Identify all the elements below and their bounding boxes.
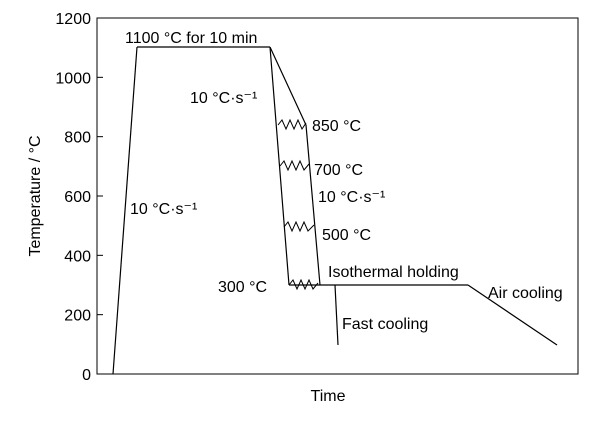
cooling-line-right-top xyxy=(269,46,307,126)
y-tick-label: 400 xyxy=(64,248,91,265)
interrupt-500-zigzag xyxy=(283,220,315,233)
interrupt-850-zigzag xyxy=(277,118,307,131)
isothermal-holding-label: Isothermal holding xyxy=(328,264,459,281)
cooling-line-right xyxy=(305,124,321,286)
y-axis-title: Temperature / °C xyxy=(27,135,44,256)
y-tick-label: 1200 xyxy=(55,11,91,28)
temp-300-label: 300 °C xyxy=(218,279,267,296)
fast-cooling-line xyxy=(334,284,339,346)
y-tick-label: 600 xyxy=(64,189,91,206)
heating-line xyxy=(112,46,138,375)
hold-label: 1100 °C for 10 min xyxy=(125,30,257,47)
heating-rate-label: 10 °C·s⁻¹ xyxy=(130,201,197,218)
temp-700-label: 700 °C xyxy=(314,162,363,179)
cooling-rate-label-1: 10 °C·s⁻¹ xyxy=(190,90,257,107)
cooling-rate-label-2: 10 °C·s⁻¹ xyxy=(318,189,385,206)
x-axis-title: Time xyxy=(311,388,346,405)
temp-500-label: 500 °C xyxy=(322,227,371,244)
air-cooling-label: Air cooling xyxy=(488,285,563,302)
y-tick-label: 200 xyxy=(64,308,91,325)
y-tick-label: 800 xyxy=(64,130,91,147)
air-cooling-line xyxy=(467,284,558,346)
temp-850-label: 850 °C xyxy=(312,118,361,135)
process-profile xyxy=(112,46,558,375)
y-ticks: 0 200 400 600 800 1000 1200 xyxy=(55,11,103,384)
fast-cooling-label: Fast cooling xyxy=(342,316,428,333)
cooling-line-left xyxy=(269,46,290,286)
interrupt-300-zigzag xyxy=(288,278,319,291)
y-tick-label: 0 xyxy=(82,367,91,384)
interrupt-700-zigzag xyxy=(279,159,310,172)
y-tick-label: 1000 xyxy=(55,70,91,87)
